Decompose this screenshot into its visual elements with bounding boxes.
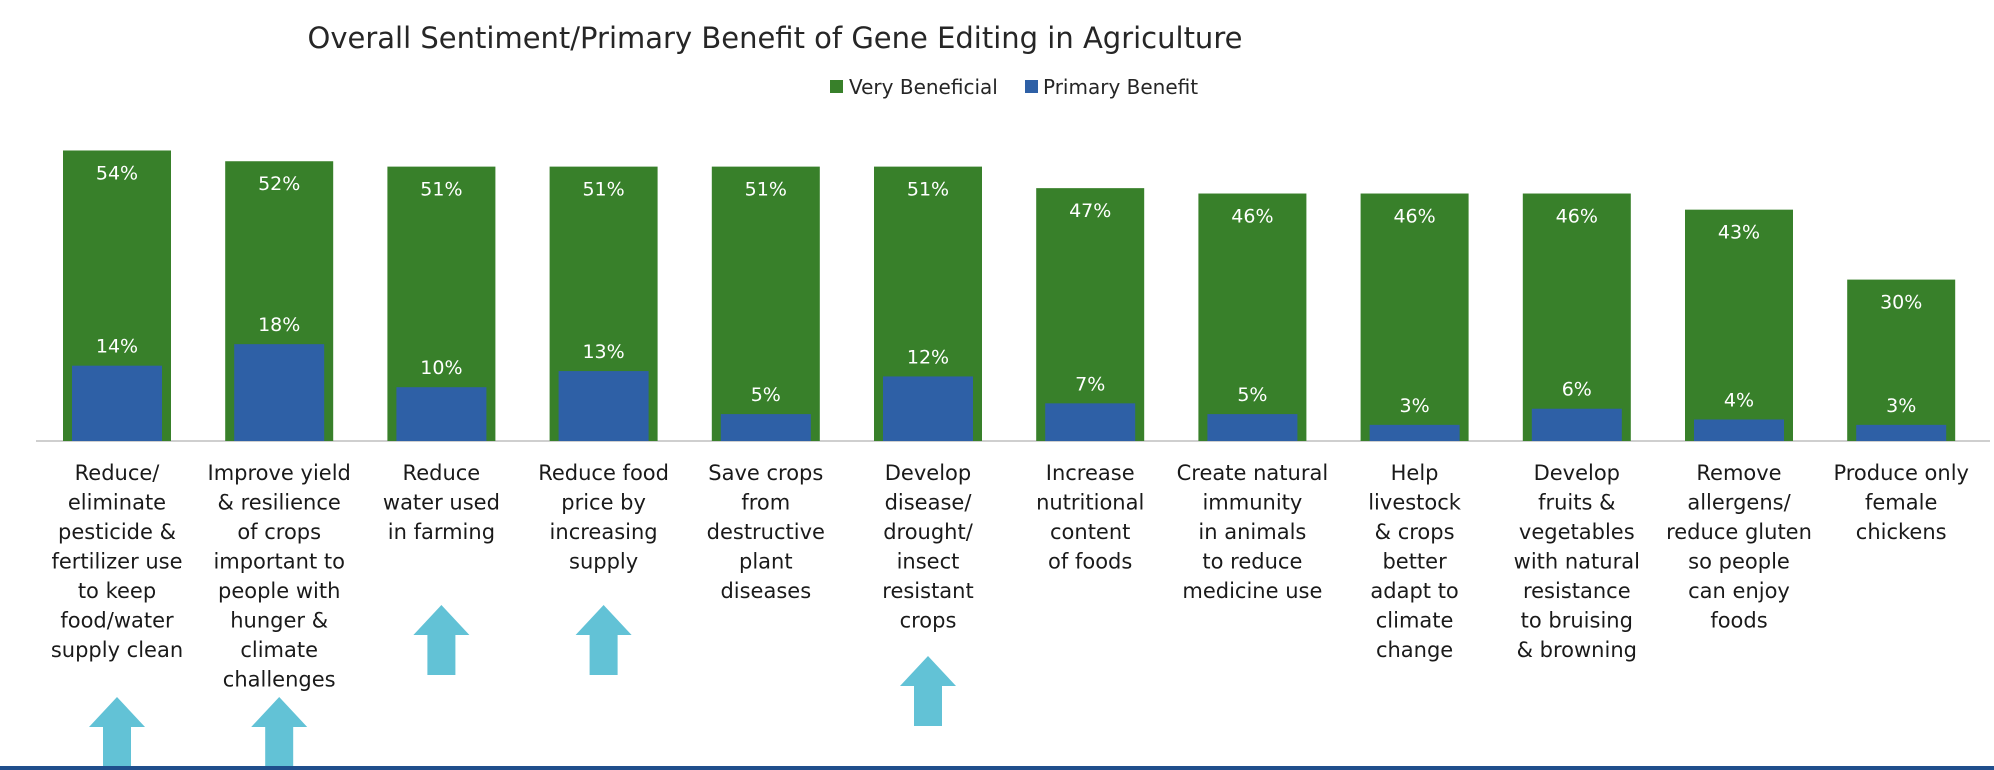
data-label-primary-benefit: 10%	[420, 357, 462, 379]
category-label: Help livestock & crops better adapt to climat…	[1368, 461, 1462, 662]
data-label-primary-benefit: 5%	[751, 384, 781, 406]
data-label-very-beneficial: 51%	[745, 179, 787, 201]
bars-layer: 54% 14% 52% 18% 51% 10% 51% 13% 51% 5% 51% 12% 47% 7%…	[63, 150, 1956, 442]
category-label: Develop disease/drought/insect resistant cr…	[882, 461, 973, 633]
up-arrow-icon	[575, 605, 632, 675]
category-label: Reduce/eliminate pesticide & fertilizer us…	[51, 461, 183, 662]
bar-primary-benefit	[1207, 414, 1298, 441]
bar-primary-benefit	[720, 414, 811, 441]
bar-very-beneficial	[1036, 188, 1145, 441]
data-label-very-beneficial: 46%	[1393, 206, 1435, 228]
legend: Very Beneficial Primary Benefit	[830, 75, 1198, 99]
bar-primary-benefit	[1369, 424, 1460, 441]
bar-very-beneficial	[711, 166, 820, 441]
bar-primary-benefit	[1531, 408, 1622, 441]
data-label-very-beneficial: 43%	[1718, 222, 1760, 244]
data-label-primary-benefit: 6%	[1562, 379, 1592, 401]
data-label-very-beneficial: 51%	[582, 179, 624, 201]
category-label: Produce only female chickens	[1833, 461, 1969, 544]
data-label-primary-benefit: 7%	[1075, 373, 1105, 395]
category-label: Reduce water used in farming	[383, 461, 500, 544]
data-label-primary-benefit: 3%	[1886, 395, 1916, 417]
category-label: Reduce food price by increasing supply	[538, 461, 669, 574]
up-arrow-icon	[900, 656, 956, 726]
bar-very-beneficial	[1198, 193, 1307, 441]
data-label-primary-benefit: 14%	[96, 336, 138, 358]
bar-primary-benefit	[883, 376, 973, 441]
bar-primary-benefit	[72, 365, 162, 441]
highlight-arrows	[89, 605, 956, 770]
category-label: Remove allergens/reduce gluten so people ca…	[1666, 461, 1812, 633]
bar-primary-benefit	[558, 371, 649, 441]
bar-very-beneficial	[1522, 193, 1631, 441]
category-label: Create natural immunity in animals to reduc…	[1177, 461, 1329, 603]
data-label-very-beneficial: 51%	[907, 179, 949, 201]
legend-label-very-beneficial: Very Beneficial	[849, 75, 998, 99]
data-label-primary-benefit: 4%	[1724, 389, 1754, 411]
bottom-rule	[0, 766, 1994, 770]
data-label-primary-benefit: 5%	[1237, 384, 1267, 406]
bar-very-beneficial	[1360, 193, 1469, 441]
data-label-very-beneficial: 47%	[1069, 200, 1111, 222]
up-arrow-icon	[413, 605, 470, 675]
category-label: Increase nutritional content of foods	[1036, 461, 1144, 574]
data-label-primary-benefit: 12%	[907, 346, 949, 368]
legend-swatch-primary-benefit	[1025, 80, 1038, 93]
data-label-very-beneficial: 54%	[96, 162, 138, 184]
category-label: Save crops from destructive plant diseases	[707, 461, 825, 603]
bar-primary-benefit	[1045, 403, 1136, 441]
bar-primary-benefit	[396, 387, 487, 441]
up-arrow-icon	[251, 697, 308, 770]
data-label-very-beneficial: 51%	[420, 179, 462, 201]
data-label-very-beneficial: 52%	[258, 173, 300, 195]
up-arrow-icon	[89, 697, 145, 770]
bar-very-beneficial	[1847, 279, 1956, 441]
data-label-very-beneficial: 30%	[1880, 292, 1922, 314]
bar-primary-benefit	[1856, 424, 1947, 441]
data-label-very-beneficial: 46%	[1556, 206, 1598, 228]
bar-very-beneficial	[1685, 209, 1793, 441]
data-label-primary-benefit: 3%	[1400, 395, 1430, 417]
category-label: Improve yield & resilience of crops importa…	[208, 461, 351, 692]
data-label-very-beneficial: 46%	[1231, 206, 1273, 228]
data-label-primary-benefit: 13%	[582, 341, 624, 363]
category-labels: Reduce/eliminate pesticide & fertilizer us…	[51, 461, 1969, 692]
bar-primary-benefit	[234, 344, 325, 441]
legend-swatch-very-beneficial	[830, 80, 843, 93]
chart-title: Overall Sentiment/Primary Benefit of Gen…	[308, 21, 1243, 55]
bar-primary-benefit	[1694, 419, 1784, 441]
data-label-primary-benefit: 18%	[258, 314, 300, 336]
legend-label-primary-benefit: Primary Benefit	[1043, 75, 1198, 99]
category-label: Develop fruits & vegetables with natural res…	[1514, 461, 1640, 662]
